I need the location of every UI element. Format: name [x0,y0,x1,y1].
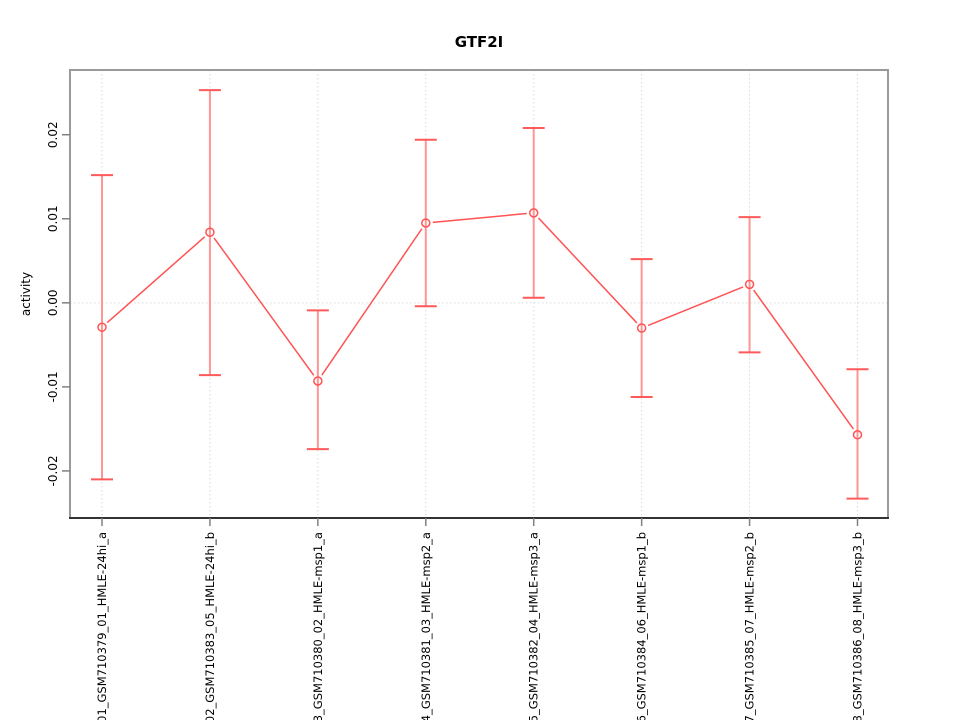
x-tick-label: 08_GSM710386_08_HMLE-msp3_b [851,532,865,720]
y-axis-title: activity [19,272,33,316]
x-tick-label: 05_GSM710382_04_HMLE-msp3_a [527,532,541,720]
series-segment [106,236,206,324]
series-segment [537,217,638,324]
x-tick-label: 04_GSM710381_03_HMLE-msp2_a [419,532,433,720]
series-segment [432,212,527,224]
y-tick-label: 0.02 [46,121,60,148]
x-tick-label: 02_GSM710383_05_HMLE-24hi_b [203,532,217,720]
chart-title: GTF2I [455,33,504,51]
x-tick-label: 03_GSM710380_02_HMLE-msp1_a [311,532,325,720]
data-point [528,208,539,218]
series-segment [753,289,855,430]
data-point [744,279,755,290]
y-tick-label: 0.01 [46,205,60,232]
x-tick-label: 01_GSM710379_01_HMLE-24hi_a [95,532,109,720]
series-segment [647,286,744,327]
y-tick-label: -0.01 [46,371,60,402]
plot-frame [69,69,889,519]
x-tick-label: 07_GSM710385_07_HMLE-msp2_b [743,532,757,720]
data-point [852,430,863,440]
data-point [97,322,107,332]
data-point [421,218,431,228]
y-tick-label: -0.02 [46,455,60,486]
x-tick-label: 06_GSM710384_06_HMLE-msp1_b [635,532,649,720]
data-point [313,376,323,386]
y-tick-label: 0.00 [46,289,60,316]
data-point [636,323,647,333]
series-segment [213,237,315,376]
series-segment [321,228,423,376]
data-point [205,227,215,237]
